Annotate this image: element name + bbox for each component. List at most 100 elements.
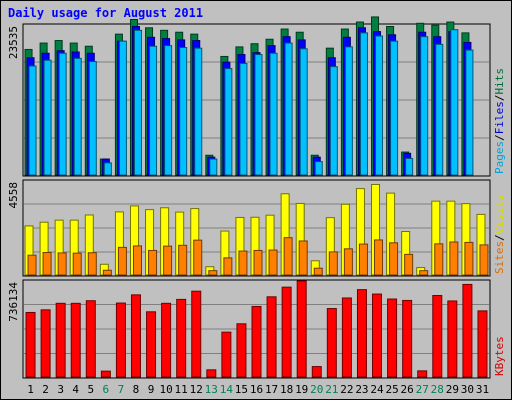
- kbytes-bar-kbytes: [311, 366, 322, 378]
- kbytes-bar-kbytes: [176, 298, 187, 378]
- x-tick-label: 16: [250, 383, 263, 396]
- visits-bar-sites: [27, 254, 37, 276]
- kbytes-bar-kbytes: [432, 294, 443, 378]
- visits-bar-sites: [223, 257, 233, 276]
- hits-legend: Pages/Files/Hits: [493, 68, 506, 174]
- chart-panels: 23535Pages/Files/Hits4558Sites/Visits736…: [7, 16, 506, 379]
- x-tick-label: 30: [461, 383, 474, 396]
- kbytes-bar-kbytes: [85, 300, 96, 378]
- hits-bar-pages: [435, 43, 444, 176]
- kbytes-bar-kbytes: [296, 280, 307, 378]
- x-tick-label: 9: [148, 383, 155, 396]
- visits-legend: Sites/Visits: [493, 195, 506, 275]
- visits-bar-sites: [389, 242, 399, 276]
- kbytes-panel: 736134 KBytes: [7, 279, 506, 379]
- kbytes-bar-kbytes: [40, 309, 51, 378]
- legend-item: Visits: [493, 195, 506, 235]
- visits-bar-sites: [87, 252, 97, 276]
- kbytes-max-label: 736134: [7, 282, 20, 322]
- hits-bar-pages: [194, 47, 203, 176]
- visits-bar-sites: [42, 252, 52, 276]
- hits-bar-pages: [149, 45, 158, 176]
- visits-bar-sites: [193, 239, 203, 276]
- visits-bar-sites: [298, 240, 308, 276]
- kbytes-legend: KBytes: [493, 336, 506, 376]
- kbytes-bar-kbytes: [100, 370, 111, 378]
- hits-bar-pages: [314, 161, 323, 176]
- x-tick-label: 26: [401, 383, 414, 396]
- kbytes-bar-kbytes: [251, 305, 262, 378]
- visits-bar-sites: [343, 248, 353, 276]
- kbytes-bar-kbytes: [25, 311, 36, 378]
- hits-bar-pages: [179, 47, 188, 176]
- x-tick-label: 19: [295, 383, 308, 396]
- hits-bar-pages: [359, 32, 368, 176]
- kbytes-bar-kbytes: [462, 283, 473, 378]
- x-tick-label: 24: [370, 383, 384, 396]
- hits-bar-pages: [43, 59, 52, 176]
- hits-bar-pages: [133, 29, 142, 176]
- hits-bar-pages: [164, 45, 173, 176]
- kbytes-bar-kbytes: [146, 311, 157, 378]
- chart-title: Daily usage for August 2011: [8, 6, 203, 20]
- visits-bar-sites: [268, 249, 278, 276]
- x-tick-label: 29: [446, 383, 459, 396]
- visits-bar-sites: [404, 253, 414, 276]
- hits-bar-pages: [103, 162, 112, 176]
- visits-bar-sites: [132, 245, 142, 276]
- x-tick-label: 3: [57, 383, 64, 396]
- legend-item: Sites: [493, 241, 506, 274]
- visits-max-label: 4558: [7, 182, 20, 209]
- visits-bar-sites: [238, 250, 248, 276]
- kbytes-bar-kbytes: [115, 302, 126, 378]
- x-tick-label: 8: [133, 383, 140, 396]
- visits-panel: 4558 Sites/Visits: [7, 179, 506, 277]
- legend-item: Hits: [493, 68, 506, 95]
- visits-bar-sites: [358, 243, 368, 276]
- x-tick-label: 4: [72, 383, 79, 396]
- hits-bar-pages: [88, 61, 97, 176]
- visits-bar-sites: [283, 237, 293, 276]
- x-tick-label: 6: [103, 383, 110, 396]
- hits-bar-pages: [118, 40, 127, 176]
- legend-item: /: [493, 134, 506, 141]
- x-tick-label: 20: [310, 383, 323, 396]
- x-tick-label: 21: [325, 383, 338, 396]
- visits-bar-sites: [328, 251, 338, 276]
- hits-bar-pages: [284, 42, 293, 176]
- hits-bar-pages: [344, 46, 353, 176]
- x-tick-label: 12: [190, 383, 203, 396]
- visits-bar-sites: [253, 249, 263, 276]
- visits-bar-sites: [479, 244, 489, 276]
- hits-bar-pages: [254, 54, 263, 176]
- hits-bar-pages: [269, 52, 278, 176]
- kbytes-bar-kbytes: [161, 302, 172, 378]
- visits-bar-sites: [163, 245, 173, 276]
- x-tick-label: 10: [159, 383, 172, 396]
- hits-bar-pages: [224, 68, 233, 176]
- hits-bar-pages: [299, 48, 308, 176]
- kbytes-bar-kbytes: [130, 294, 141, 378]
- x-tick-label: 14: [220, 383, 234, 396]
- x-tick-label: 7: [118, 383, 125, 396]
- x-tick-label: 11: [175, 383, 188, 396]
- kbytes-bar-kbytes: [191, 290, 202, 378]
- kbytes-bar-kbytes: [281, 286, 292, 378]
- x-tick-label: 22: [340, 383, 353, 396]
- kbytes-bar-kbytes: [236, 323, 247, 378]
- kbytes-bar-kbytes: [356, 289, 367, 378]
- kbytes-bar-kbytes: [402, 299, 413, 378]
- legend-item: /: [493, 234, 506, 241]
- x-tick-label: 2: [42, 383, 49, 396]
- hits-bar-pages: [405, 157, 414, 176]
- x-tick-label: 5: [87, 383, 94, 396]
- kbytes-bar-kbytes: [70, 302, 81, 378]
- hits-bar-pages: [28, 65, 37, 176]
- visits-bar-sites: [102, 269, 112, 276]
- x-tick-label: 27: [416, 383, 429, 396]
- legend-item: /: [493, 95, 506, 102]
- hits-bar-pages: [239, 62, 248, 176]
- visits-bar-sites: [178, 244, 188, 276]
- x-tick-label: 18: [280, 383, 293, 396]
